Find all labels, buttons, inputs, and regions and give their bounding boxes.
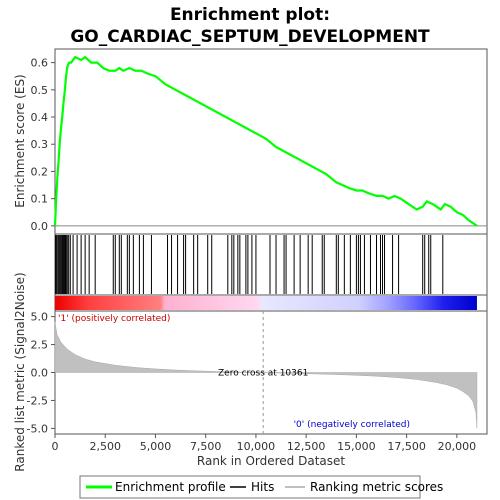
metric-tick-label: -5.0 [27, 422, 48, 435]
legend-box [79, 475, 421, 499]
metric-tick-label: 2.5 [31, 339, 49, 352]
es-tick-label: 0.1 [31, 193, 49, 206]
hits-panel [54, 233, 488, 296]
metric-tick-label: 5.0 [31, 311, 49, 324]
metric-tick-label: 0.0 [31, 367, 49, 380]
x-tick-label: 12,500 [287, 440, 326, 453]
hits-markers [55, 235, 444, 294]
es-tick-label: 0.3 [31, 138, 49, 151]
rank-gradient-bar [55, 296, 477, 310]
x-tick-label: 10,000 [237, 440, 276, 453]
x-tick-label: 7,500 [190, 440, 222, 453]
enrichment-profile-line [53, 55, 478, 227]
x-tick-label: 5,000 [140, 440, 172, 453]
es-tick-label: 0.5 [31, 84, 49, 97]
legend-hits-label: Hits [251, 480, 274, 494]
x-axis: 0 2,500 5,000 7,500 10,000 12,500 15,000 17,500… [52, 434, 477, 453]
es-tick-label: 0.0 [31, 220, 49, 233]
legend-metric-label: Ranking metric scores [310, 480, 443, 494]
x-axis-label: Rank in Ordered Dataset [197, 454, 345, 468]
metric-tick-label: -2.5 [27, 394, 48, 407]
x-tick-label: 0 [52, 440, 59, 453]
negative-label: '0' (negatively correlated) [294, 420, 410, 430]
es-tick-label: 0.6 [31, 57, 49, 70]
zero-cross-label: Zero cross at 10361 [218, 369, 308, 379]
legend-profile-label: Enrichment profile [115, 480, 226, 494]
x-tick-label: 20,000 [438, 440, 477, 453]
positive-label: '1' (positively correlated) [58, 314, 170, 324]
metric-ylabel: Ranked list metric (Signal2Noise) [13, 272, 27, 471]
x-tick-label: 15,000 [337, 440, 376, 453]
es-tick-label: 0.2 [31, 165, 49, 178]
ranking-metric-area [54, 322, 478, 429]
es-tick-label: 0.4 [31, 111, 49, 124]
es-ylabel: Enrichment score (ES) [13, 74, 27, 207]
x-tick-label: 2,500 [89, 440, 121, 453]
chart-title-line2: GO_CARDIAC_SEPTUM_DEVELOPMENT [70, 27, 430, 47]
x-tick-label: 17,500 [387, 440, 426, 453]
es-axis: 0.0 0.1 0.2 0.3 0.4 0.5 0.6 [31, 57, 55, 233]
chart-title-line1: Enrichment plot: [170, 5, 330, 25]
metric-axis: 5.0 2.5 0.0 -2.5 -5.0 [27, 311, 55, 435]
